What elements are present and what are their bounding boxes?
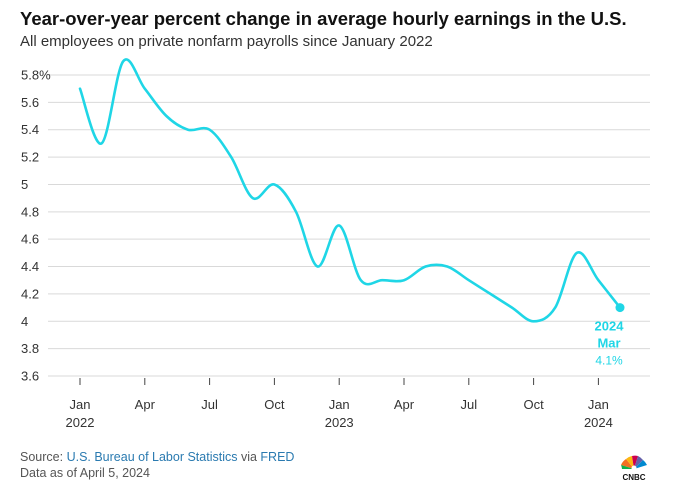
- y-tick-label: 5.4: [21, 122, 39, 137]
- logo-text: CNBC: [622, 473, 645, 482]
- data-as-of: Data as of April 5, 2024: [20, 466, 150, 480]
- y-tick-label: 4.6: [21, 232, 39, 247]
- y-tick-label: 5.8%: [21, 68, 51, 83]
- source-prefix: Source:: [20, 450, 67, 464]
- series-line: [78, 58, 622, 323]
- y-tick-label: 3.8: [21, 341, 39, 356]
- x-tick-label: Jul: [460, 397, 477, 412]
- x-tick-label: Apr: [394, 397, 415, 412]
- x-axis-ticks: Jan 2022 Apr Jul Oct Jan 2023 Apr Jul Oct Jan 2024: [66, 378, 613, 430]
- x-tick-label: Oct: [523, 397, 544, 412]
- y-tick-label: 4.8: [21, 204, 39, 219]
- gridlines: [48, 74, 650, 377]
- source-mid: via: [237, 450, 261, 464]
- source-link-bls[interactable]: U.S. Bureau of Labor Statistics: [66, 450, 238, 464]
- y-tick-label: 4.2: [21, 286, 39, 301]
- y-tick-label: 5.2: [21, 150, 39, 165]
- y-tick-label: 3.6: [21, 369, 39, 384]
- x-tick-label: Oct: [264, 397, 285, 412]
- x-tick-year-label: 2023: [325, 415, 354, 430]
- x-tick-label: Jan: [588, 397, 609, 412]
- y-tick-label: 5: [21, 177, 28, 192]
- annotation-value: 4.1%: [595, 354, 623, 368]
- x-tick-label: Jan: [329, 397, 350, 412]
- x-tick-year-label: 2024: [584, 415, 613, 430]
- x-tick-year-label: 2022: [66, 415, 95, 430]
- y-tick-label: 5.6: [21, 95, 39, 110]
- y-tick-label: 4: [21, 314, 28, 329]
- annotation-year: 2024: [595, 319, 625, 334]
- y-tick-label: 4.4: [21, 259, 39, 274]
- x-tick-label: Jan: [70, 397, 91, 412]
- annotation-month: Mar: [597, 336, 620, 351]
- x-tick-label: Jul: [201, 397, 218, 412]
- cnbc-logo: CNBC: [621, 455, 647, 482]
- end-point-marker: [615, 303, 625, 313]
- end-annotation: 2024 Mar 4.1%: [595, 319, 625, 368]
- x-tick-label: Apr: [135, 397, 156, 412]
- source-note: Source: U.S. Bureau of Labor Statistics …: [20, 450, 294, 464]
- chart-title: Year-over-year percent change in average…: [20, 8, 627, 29]
- chart-subtitle: All employees on private nonfarm payroll…: [20, 33, 433, 50]
- line-chart: 5.8% 5.6 5.4 5.2 5 4.8 4.6 4.4 4.2 4 3.8 3.6 Jan 202…: [21, 58, 650, 430]
- y-axis-ticks: 5.8% 5.6 5.4 5.2 5 4.8 4.6 4.4 4.2 4 3.8 3.6: [21, 68, 51, 384]
- source-link-fred[interactable]: FRED: [260, 450, 295, 464]
